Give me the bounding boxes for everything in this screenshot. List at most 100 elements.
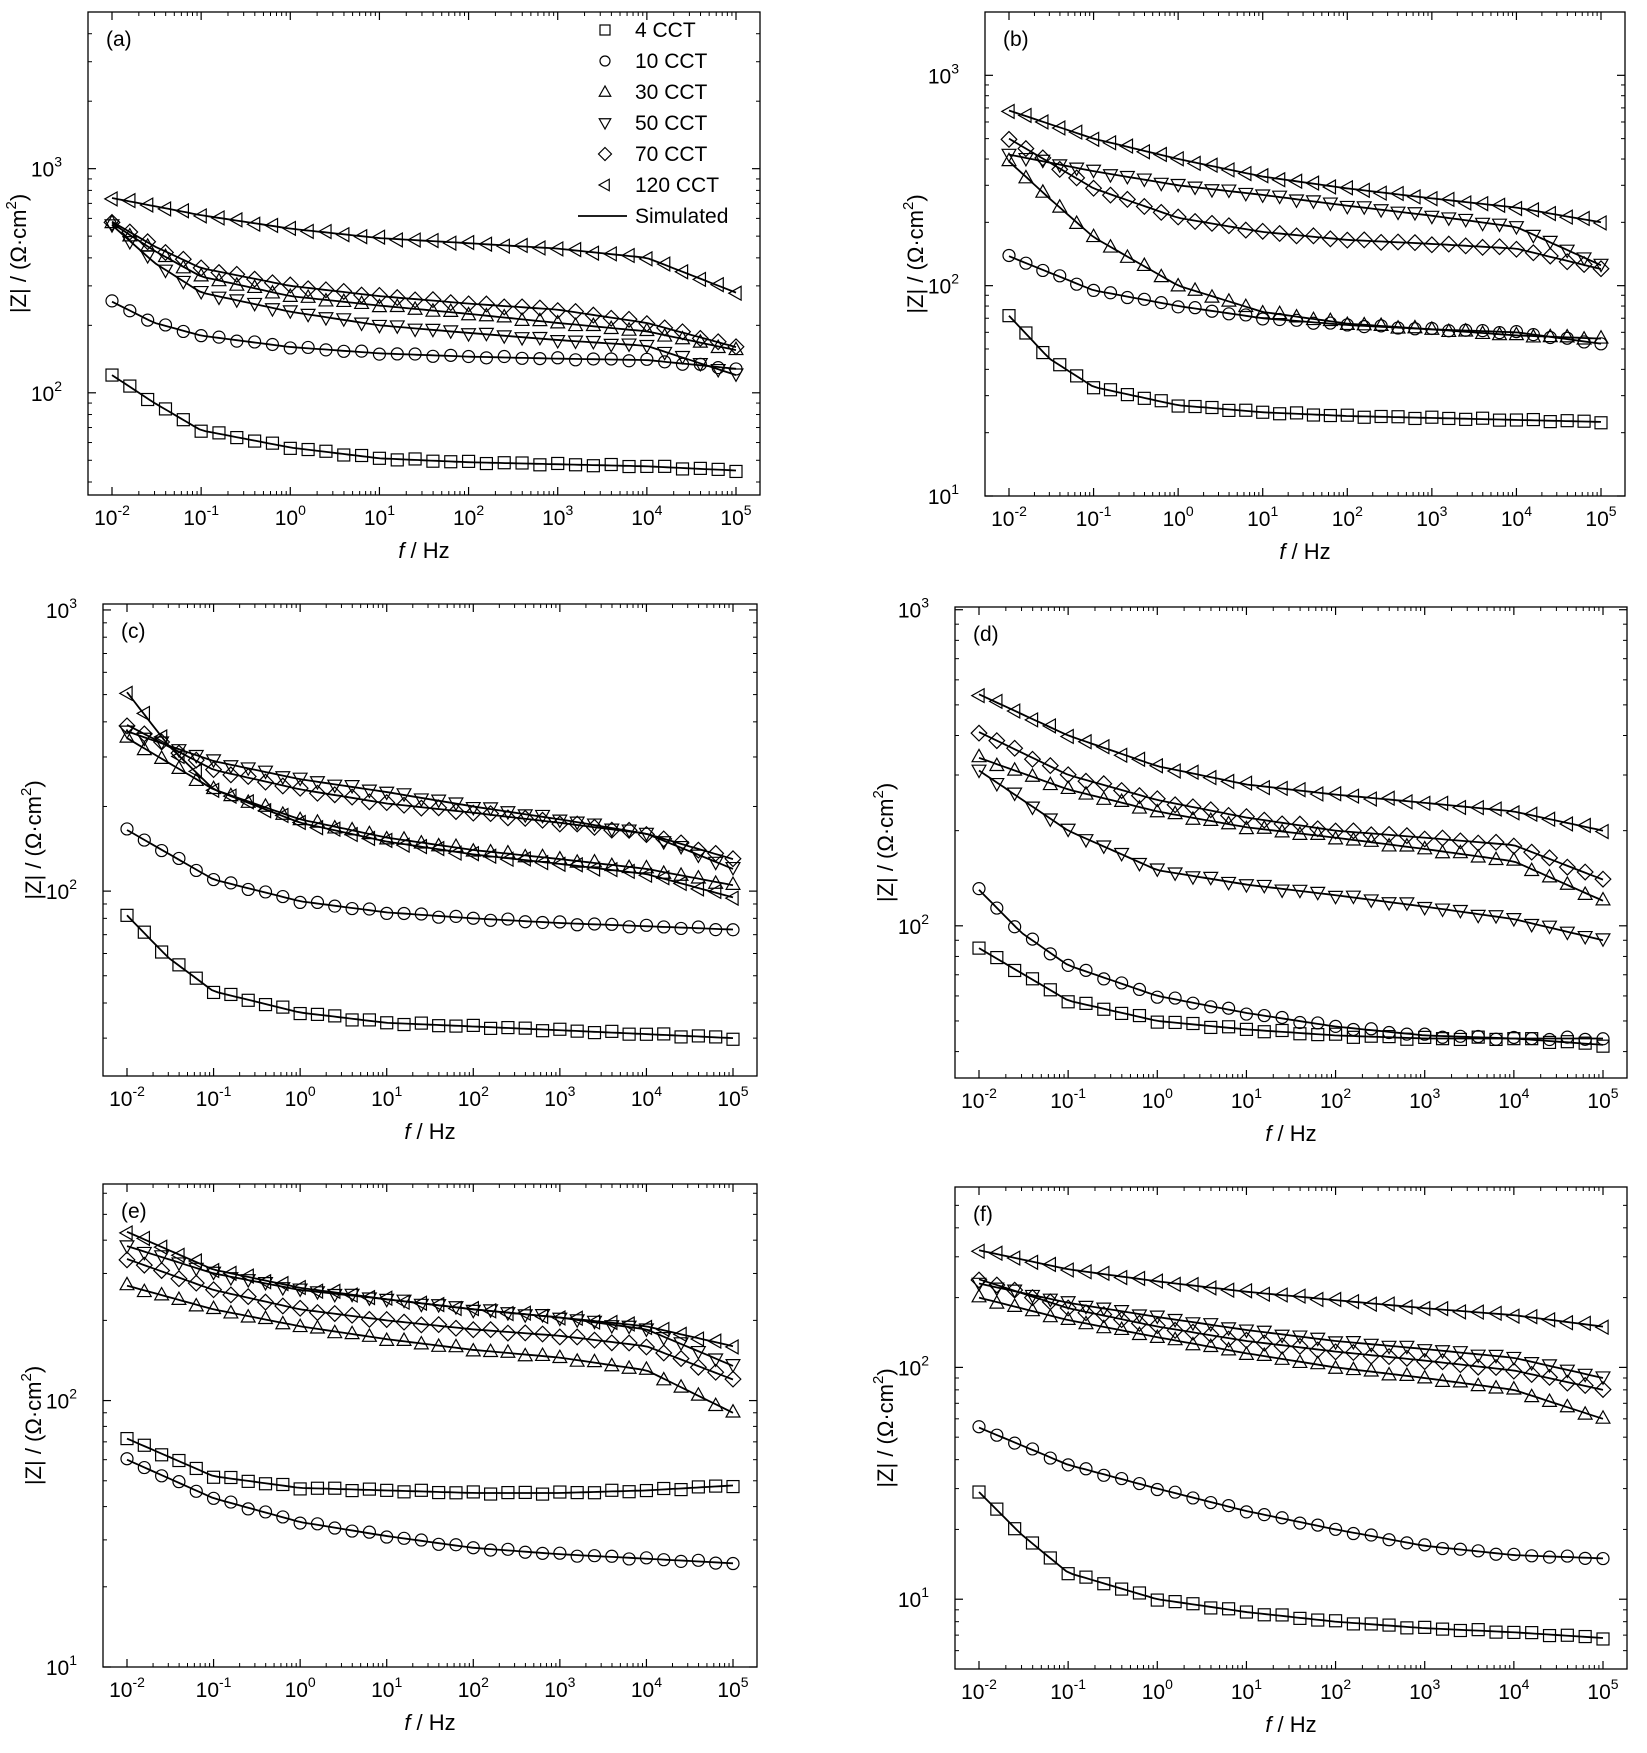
data-point-triangle-down <box>1452 904 1469 919</box>
data-point-diamond <box>1469 834 1487 852</box>
data-point-square <box>1086 381 1101 395</box>
data-point-square <box>726 1479 740 1494</box>
x-tick-label: 105 <box>720 502 751 530</box>
data-point-circle <box>258 885 273 899</box>
measured-points <box>1002 309 1608 430</box>
data-point-triangle-down <box>603 338 620 353</box>
data-point-circle <box>212 330 226 344</box>
data-point-square <box>1120 388 1135 402</box>
data-point-circle <box>1154 296 1168 310</box>
legend-marker <box>597 146 613 162</box>
data-point-triangle-up <box>482 1342 499 1358</box>
data-point-triangle-down <box>119 725 135 740</box>
data-point-circle <box>1070 277 1084 291</box>
data-point-square <box>426 454 440 468</box>
data-point-triangle-left <box>378 832 393 849</box>
data-point-triangle-left <box>222 1265 237 1282</box>
data-point-square <box>319 444 333 458</box>
data-point-triangle-down <box>1523 1357 1540 1372</box>
data-point-diamond <box>1084 179 1103 197</box>
data-point-triangle-up <box>1113 1320 1130 1336</box>
data-point-square <box>1025 972 1040 986</box>
data-point-diamond <box>308 784 327 802</box>
data-point-triangle-down <box>228 294 245 309</box>
x-tick-label: 104 <box>631 502 662 530</box>
data-point-square <box>1453 1032 1467 1047</box>
data-point-triangle-down <box>707 856 724 871</box>
data-point-triangle-down <box>1505 913 1522 928</box>
data-point-diamond <box>1576 1376 1594 1395</box>
data-point-diamond <box>516 1324 534 1342</box>
data-point-triangle-up <box>988 1294 1005 1309</box>
data-point-triangle-down <box>1339 200 1356 215</box>
x-tick-label: 102 <box>458 1674 489 1702</box>
data-point-square <box>1293 1611 1307 1625</box>
data-point-triangle-down <box>586 1315 603 1330</box>
data-point-diamond <box>152 1261 171 1280</box>
measured-points <box>104 219 744 383</box>
data-point-triangle-down <box>465 1304 482 1319</box>
data-point-square <box>1578 1036 1592 1050</box>
data-point-triangle-up <box>119 1276 135 1291</box>
data-point-square <box>518 1485 532 1500</box>
data-point-diamond <box>395 796 413 814</box>
data-point-circle <box>1204 1495 1218 1510</box>
data-point-triangle-up <box>1119 248 1136 263</box>
data-point-circle <box>1186 1491 1200 1505</box>
data-point-triangle-up <box>1017 169 1034 184</box>
data-point-triangle-down <box>430 794 447 809</box>
data-point-triangle-left <box>1024 711 1039 728</box>
data-point-triangle-down <box>567 335 584 350</box>
data-point-circle <box>466 911 480 925</box>
data-point-diamond <box>533 811 552 829</box>
measured-points <box>119 725 741 877</box>
data-point-triangle-down <box>710 363 727 379</box>
data-point-triangle-down <box>1452 1346 1469 1361</box>
data-point-triangle-left <box>1152 146 1167 163</box>
data-point-triangle-left <box>1077 733 1092 750</box>
data-point-circle <box>497 349 511 364</box>
measured-points <box>103 190 742 302</box>
data-point-triangle-left <box>689 1331 705 1347</box>
data-point-diamond <box>620 310 638 328</box>
data-point-triangle-left <box>1068 124 1083 141</box>
data-point-circle <box>189 863 203 878</box>
x-tick-label: 10-2 <box>961 1085 997 1113</box>
data-point-triangle-left <box>1523 1308 1538 1325</box>
series-50-cct <box>104 219 744 383</box>
data-point-triangle-left <box>1327 785 1342 802</box>
data-point-diamond <box>343 788 361 806</box>
data-point-triangle-down <box>1024 801 1041 816</box>
data-point-diamond <box>174 250 192 268</box>
data-point-square <box>1103 383 1118 397</box>
data-point-diamond <box>568 815 586 833</box>
data-point-diamond <box>1558 858 1576 876</box>
data-point-triangle-left <box>1085 131 1100 148</box>
data-point-diamond <box>156 243 175 262</box>
data-point-circle <box>1293 1015 1307 1030</box>
x-tick-label: 102 <box>1332 503 1363 531</box>
series-30-cct <box>119 728 741 890</box>
data-point-diamond <box>1130 1314 1149 1332</box>
panel-label: (c) <box>121 620 146 643</box>
data-point-diamond <box>388 288 406 307</box>
data-point-square <box>1221 1602 1236 1616</box>
measured-points <box>1000 103 1607 231</box>
data-point-diamond <box>1095 1305 1113 1324</box>
data-point-square <box>1408 411 1422 426</box>
data-point-triangle-up <box>1322 311 1339 327</box>
measured-points <box>972 882 1610 1047</box>
data-point-diamond <box>1440 235 1458 253</box>
data-point-triangle-up <box>1363 832 1380 847</box>
data-point-triangle-down <box>448 797 464 812</box>
data-point-square <box>328 1009 342 1023</box>
data-point-circle <box>449 1538 463 1552</box>
data-point-triangle-up <box>1060 779 1077 795</box>
data-point-triangle-left <box>1273 1287 1288 1303</box>
x-tick-label: 104 <box>631 1083 662 1111</box>
data-point-diamond <box>1273 1337 1291 1355</box>
data-point-triangle-down <box>1309 886 1326 901</box>
data-point-triangle-down <box>988 777 1005 793</box>
data-point-circle <box>1578 1551 1592 1565</box>
